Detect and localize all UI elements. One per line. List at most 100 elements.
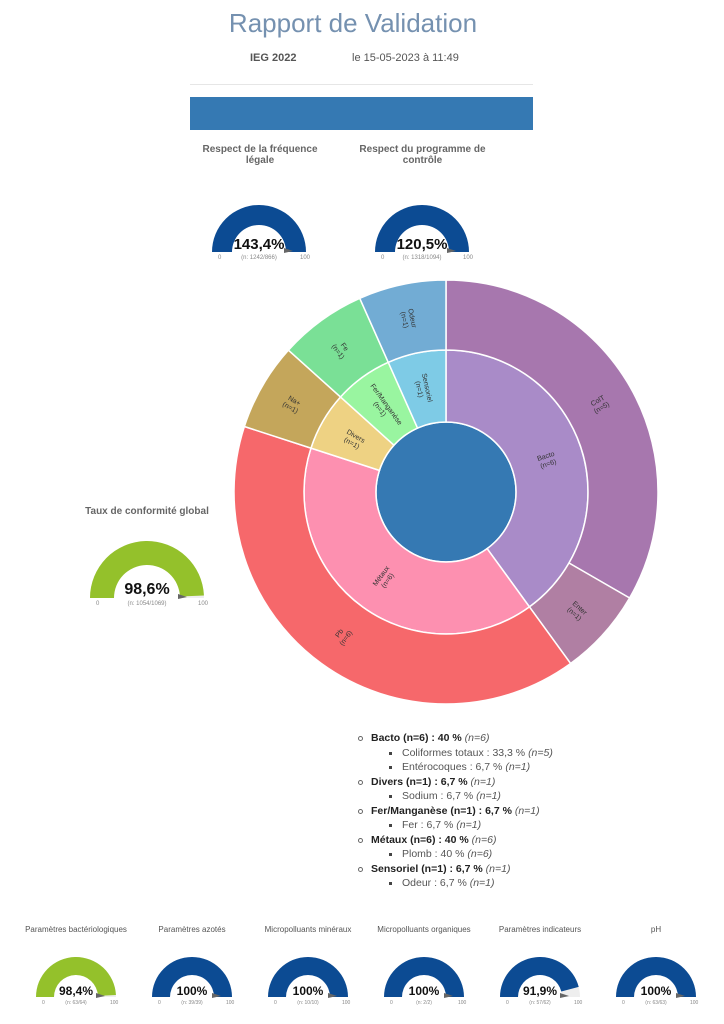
segment-count: (n=6) [540,459,558,471]
legend-item-label: Fer : 6,7 % [402,819,454,831]
gauge-max: 100 [110,1000,119,1006]
gauge-max: 100 [458,1000,467,1006]
gauge-value: 100% [408,984,440,998]
gauge-count: (n: 1242/866) [241,255,277,261]
legend-group: Bacto (n=6) : 40 % (n=6) [357,731,553,746]
legend-item-count: (n=5) [528,746,553,759]
gauge-count: (n: 57/62) [529,1000,551,1006]
gauge-min: 0 [218,255,222,261]
segment-count: (n=1) [413,381,423,399]
gauge-value: 91,9% [522,984,558,998]
legend-item: Plomb : 40 % (n=6) [357,847,553,862]
segment-label: Odeur [406,308,417,329]
gauge-title: pH [650,925,662,934]
gauge-title: Taux de conformité global [85,506,209,517]
gauge-fill [152,957,232,997]
legend-item-count: (n=1) [469,877,495,889]
gauge-needle-icon [284,248,293,253]
gauge-title: Micropolluants minéraux [264,925,352,934]
gauge-title: Paramètres azotés [158,925,226,934]
legend-group-label: Sensoriel (n=1) : 6,7 % [371,862,483,875]
gauge-fill [616,957,696,997]
legend-item-count: (n=1) [476,790,501,802]
gauge-needle-icon [444,993,453,998]
legend-group: Sensoriel (n=1) : 6,7 % (n=1) [357,862,553,877]
gauge-count: (n: 10/10) [297,1000,319,1006]
legend-group-count: (n=1) [470,775,496,788]
gauge-max: 100 [574,1000,583,1006]
gauge-needle-icon [96,993,105,998]
header-banner [190,97,533,130]
gauge-count: (n: 63/63) [645,1000,667,1006]
legend-item-count: (n=6) [467,848,493,860]
legend-group-label: Bacto (n=6) : 40 % [371,732,462,744]
legend-group-count: (n=6) [464,732,490,744]
gauge-value: 100% [176,984,208,998]
gauge-min: 0 [96,601,100,607]
gauge-max: 100 [463,255,474,261]
gauge-fill [384,957,464,997]
gauge-fill [375,205,469,252]
legend-group: Divers (n=1) : 6,7 % (n=1) [357,775,553,790]
sunburst-legend: Bacto (n=6) : 40 % (n=6) Coliformes totau… [357,731,553,891]
legend-group: Métaux (n=6) : 40 % (n=6) [357,833,553,848]
gauge-min: 0 [274,1000,277,1006]
gauge: 100% (n: 63/63) 0 100 [596,957,716,1019]
gauge-max: 100 [300,255,311,261]
gauge-count: (n: 1318/1094) [402,255,442,261]
gauge: 100% (n: 2/2) 0 100 [364,957,484,1019]
legend-group-count: (n=1) [485,862,511,875]
sunburst-subsegment[interactable] [445,279,659,600]
legend-group-label: Divers (n=1) : 6,7 % [371,775,468,788]
gauge-max: 100 [690,1000,699,1006]
legend-item-label: Entérocoques : 6,7 % [402,761,503,773]
gauge-value: 143,4% [233,236,285,253]
segment-label: Pb [335,628,346,639]
gauge-min: 0 [506,1000,509,1006]
legend-item: Odeur : 6,7 % (n=1) [357,876,553,891]
sunburst-subsegment[interactable] [358,279,447,364]
legend-item-label: Sodium : 6,7 % [402,790,474,802]
legend-item: Sodium : 6,7 % (n=1) [357,789,553,804]
gauge-fill [212,205,306,252]
gauge-needle-icon [447,248,456,253]
gauge: 143,4% (n: 1242/866) 0 100 [192,205,326,274]
gauge-needle-icon [212,993,221,998]
gauge-fill [36,957,116,997]
gauge-max: 100 [198,601,209,607]
gauge: 91,9% (n: 57/62) 0 100 [480,957,600,1019]
gauge-title: Respect du programme de contrôle [359,144,486,166]
gauge-value: 100% [640,984,672,998]
gauge-max: 100 [342,1000,351,1006]
gauge: 98,4% (n: 63/64) 0 100 [16,957,136,1019]
gauge-value: 98,4% [58,984,94,998]
legend-item-label: Odeur : 6,7 % [402,877,467,889]
legend-item-count: (n=1) [456,819,482,831]
legend-item-label: Plomb : 40 % [402,848,465,860]
legend-group: Fer/Manganèse (n=1) : 6,7 % (n=1) [357,804,553,819]
sunburst-subsegment[interactable] [233,425,572,705]
gauge-min: 0 [381,255,385,261]
gauge-needle-icon [560,993,569,998]
legend-item-count: (n=1) [505,761,531,773]
gauge-title: Respect de la fréquence légale [202,144,318,166]
gauge-min: 0 [390,1000,393,1006]
gauge-value: 120,5% [396,236,448,253]
gauge: 120,5% (n: 1318/1094) 0 100 [355,205,489,274]
gauge-count: (n: 1054/1069) [127,601,167,607]
legend-group-label: Fer/Manganèse (n=1) : 6,7 % [371,804,512,817]
gauge-min: 0 [622,1000,625,1006]
subsegment-label-group: Odeur(n=1) [399,308,418,329]
legend-item: Fer : 6,7 % (n=1) [357,818,553,833]
page-title: Rapport de Validation [228,8,478,38]
gauge: 100% (n: 39/39) 0 100 [132,957,252,1019]
gauge-count: (n: 39/39) [181,1000,203,1006]
segment-count: (n=1) [399,311,409,329]
gauge-fill [500,957,579,997]
gauge-needle-icon [676,993,685,998]
gauge-max: 100 [226,1000,235,1006]
gauge-title: Paramètres bactériologiques [25,925,127,934]
gauge-count: (n: 63/64) [65,1000,87,1006]
gauge: 100% (n: 10/10) 0 100 [248,957,368,1019]
